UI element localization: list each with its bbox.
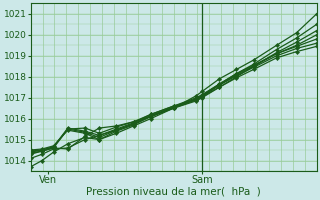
X-axis label: Pression niveau de la mer(  hPa  ): Pression niveau de la mer( hPa ) [86, 187, 261, 197]
